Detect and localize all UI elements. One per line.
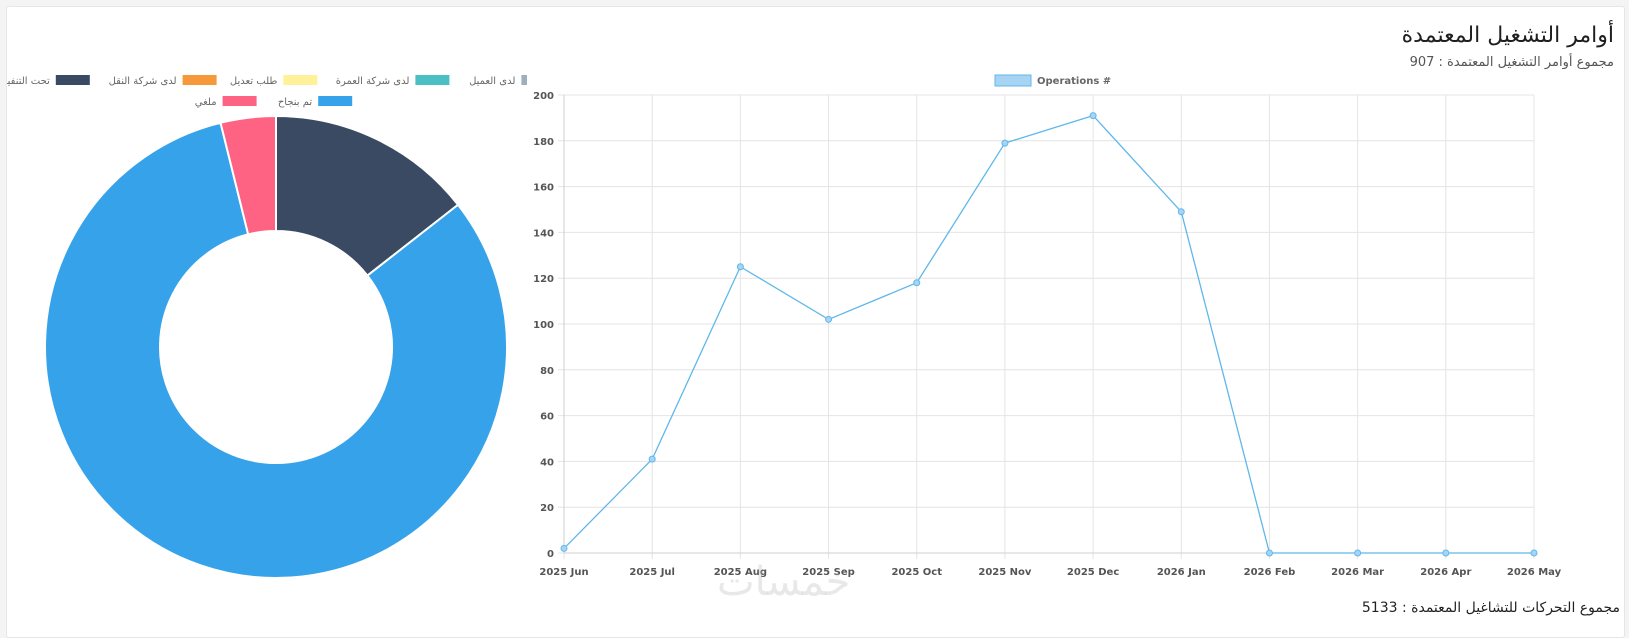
data-point — [1001, 139, 1009, 147]
data-point — [1265, 549, 1273, 557]
x-tick-label: 2025 Nov — [978, 567, 1032, 578]
legend-label: لدى شركة العمرة — [336, 76, 410, 87]
movements-total-text: مجموع التحركات للتشاغيل المعتمدة : 5133 — [1361, 600, 1620, 616]
legend-label: تم بنجاح — [278, 97, 313, 108]
x-tick-label: 2026 Jan — [1157, 567, 1206, 578]
legend-swatch — [222, 96, 257, 106]
data-point — [1442, 549, 1450, 557]
operations-line-chart: Operations # 0 20 40 60 80 100 120 140 160 180 200 2… — [533, 74, 1562, 578]
approved-orders-card: أوامر التشغيل المعتمدة مجموع أوامر التشغ… — [6, 6, 1625, 638]
y-tick-label: 140 — [533, 228, 554, 239]
legend-label: Operations # — [1037, 76, 1111, 87]
series-line — [563, 114, 1534, 554]
status-doughnut-chart: لدى العميل لدى شركة العمرة طلب تعديل لدى شر… — [7, 75, 527, 579]
x-tick-label: 2025 Oct — [891, 567, 942, 578]
legend-label: طلب تعديل — [230, 76, 278, 87]
y-tick-label: 80 — [540, 366, 554, 377]
x-tick-label: 2025 Jun — [539, 567, 588, 578]
y-tick-label: 20 — [540, 503, 554, 514]
y-tick-label: 200 — [533, 91, 554, 102]
legend-swatch — [318, 96, 353, 106]
data-point — [736, 263, 744, 271]
data-point — [1354, 549, 1362, 557]
legend-swatch — [55, 75, 90, 85]
legend-label: لدى شركة النقل — [109, 76, 177, 87]
y-tick-label: 100 — [533, 320, 554, 331]
x-tick-label: 2025 Jul — [629, 567, 675, 578]
legend-label: تحت التنفيذ — [7, 76, 50, 87]
data-point — [1089, 112, 1097, 120]
x-tick-label: 2025 Aug — [714, 567, 767, 578]
x-tick-label: 2025 Dec — [1067, 567, 1119, 578]
legend-swatch — [283, 75, 318, 85]
legend-label: ملغي — [195, 97, 217, 108]
data-point — [648, 455, 656, 463]
y-tick-label: 0 — [547, 549, 554, 560]
x-tick-label: 2026 May — [1507, 567, 1562, 578]
data-point — [560, 544, 568, 552]
y-tick-label: 120 — [533, 274, 554, 285]
y-tick-label: 40 — [540, 457, 554, 468]
data-point — [825, 315, 833, 323]
legend-label: لدى العميل — [469, 76, 515, 87]
doughnut-slice — [219, 114, 277, 236]
data-point — [913, 279, 921, 287]
doughnut-slice — [44, 121, 508, 579]
x-tick-label: 2025 Sep — [802, 567, 854, 578]
x-tick-label: 2026 Feb — [1244, 567, 1296, 578]
x-tick-label: 2026 Apr — [1420, 567, 1471, 578]
data-point — [1530, 549, 1538, 557]
page-title: أوامر التشغيل المعتمدة — [1401, 23, 1614, 48]
y-tick-label: 60 — [540, 412, 554, 423]
orders-total-text: مجموع أوامر التشغيل المعتمدة : 907 — [1409, 55, 1614, 70]
data-point — [1177, 208, 1185, 216]
legend-swatch — [182, 75, 217, 85]
legend-swatch — [415, 75, 450, 85]
legend-swatch — [521, 75, 527, 85]
doughnut-slice — [275, 114, 460, 277]
y-tick-label: 180 — [533, 137, 554, 148]
legend-swatch — [994, 74, 1032, 87]
x-tick-label: 2026 Mar — [1331, 567, 1384, 578]
y-tick-label: 160 — [533, 183, 554, 194]
